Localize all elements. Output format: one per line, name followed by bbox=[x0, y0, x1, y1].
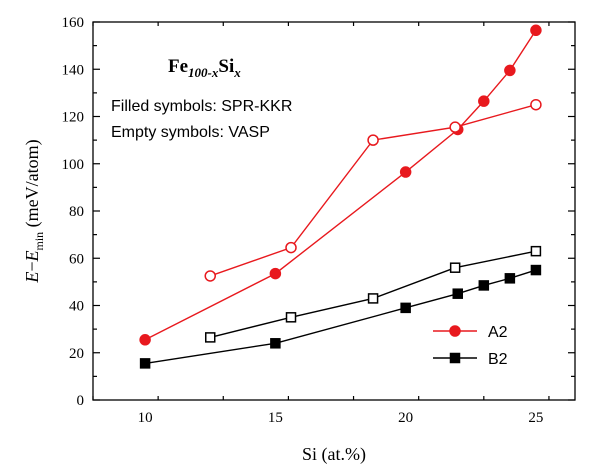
formula-sub: 100-x bbox=[188, 65, 219, 80]
data-point bbox=[478, 95, 490, 107]
x-tick-label: 20 bbox=[398, 410, 413, 426]
data-point bbox=[270, 338, 281, 349]
legend-marker bbox=[449, 325, 461, 337]
data-point bbox=[400, 302, 411, 314]
data-point bbox=[449, 262, 461, 273]
y-tick-label: 140 bbox=[62, 62, 85, 78]
y-label-unit: (meV/atom) bbox=[22, 139, 43, 231]
y-label-sub: min bbox=[32, 232, 46, 251]
data-point bbox=[139, 358, 151, 369]
legend-marker bbox=[449, 352, 461, 364]
data-point bbox=[204, 270, 216, 282]
data-point bbox=[530, 245, 542, 257]
annotation-filled: Filled symbols: SPR-KKR bbox=[111, 98, 292, 115]
data-point bbox=[269, 267, 282, 280]
data-point bbox=[399, 166, 412, 178]
series-line bbox=[145, 269, 537, 365]
x-tick-label: 15 bbox=[268, 410, 283, 426]
y-tick-label: 120 bbox=[62, 110, 85, 126]
y-label-dash: − bbox=[22, 262, 42, 272]
y-tick-label: 0 bbox=[77, 393, 85, 409]
x-tick-label: 10 bbox=[138, 410, 153, 426]
y-label-e2: E bbox=[22, 251, 42, 263]
legend-label: B2 bbox=[488, 351, 508, 368]
data-point bbox=[452, 288, 464, 299]
x-tick-label: 25 bbox=[528, 410, 543, 426]
legend-label: A2 bbox=[488, 324, 508, 341]
legend: A2 B2 bbox=[433, 324, 508, 368]
series-layer bbox=[139, 24, 542, 369]
y-axis-label: E−Emin (meV/atom) bbox=[22, 139, 46, 283]
y-tick-label: 160 bbox=[62, 15, 85, 31]
legend-item-b2: B2 bbox=[433, 351, 508, 368]
formula-x: x bbox=[233, 65, 241, 80]
data-point bbox=[139, 334, 151, 346]
y-tick-label: 100 bbox=[62, 157, 85, 173]
series-open-circle bbox=[204, 98, 542, 282]
legend-item-a2: A2 bbox=[433, 324, 508, 341]
formula-label: Fe100-xSix bbox=[168, 56, 241, 80]
data-point bbox=[367, 134, 379, 146]
data-point bbox=[478, 280, 490, 291]
data-point bbox=[530, 98, 542, 111]
data-point bbox=[204, 332, 216, 343]
data-point bbox=[530, 24, 542, 37]
data-point bbox=[504, 64, 516, 77]
data-point bbox=[367, 293, 379, 304]
y-label-e: E bbox=[22, 272, 42, 284]
y-tick-label: 60 bbox=[69, 251, 84, 267]
y-tick-label: 40 bbox=[69, 299, 84, 315]
formula-fe: Fe bbox=[168, 56, 188, 77]
y-tick-label: 20 bbox=[69, 346, 84, 362]
x-axis-label: Si (at.%) bbox=[302, 444, 366, 465]
data-point bbox=[504, 273, 516, 284]
text-layer: Si (at.%) E−Emin (meV/atom) Fe100-xSix F… bbox=[22, 56, 366, 465]
axes-layer: 10 15 20 25 0 20 40 60 80 100 120 140 160 bbox=[62, 15, 576, 426]
data-point bbox=[449, 121, 461, 133]
y-tick-label: 80 bbox=[69, 204, 84, 220]
data-point bbox=[285, 241, 297, 254]
data-point bbox=[530, 264, 542, 276]
data-point bbox=[285, 312, 297, 323]
annotation-empty: Empty symbols: VASP bbox=[111, 124, 270, 141]
formula-si: Si bbox=[218, 56, 234, 77]
series-b2 bbox=[139, 264, 542, 369]
series-open-square bbox=[204, 245, 542, 343]
